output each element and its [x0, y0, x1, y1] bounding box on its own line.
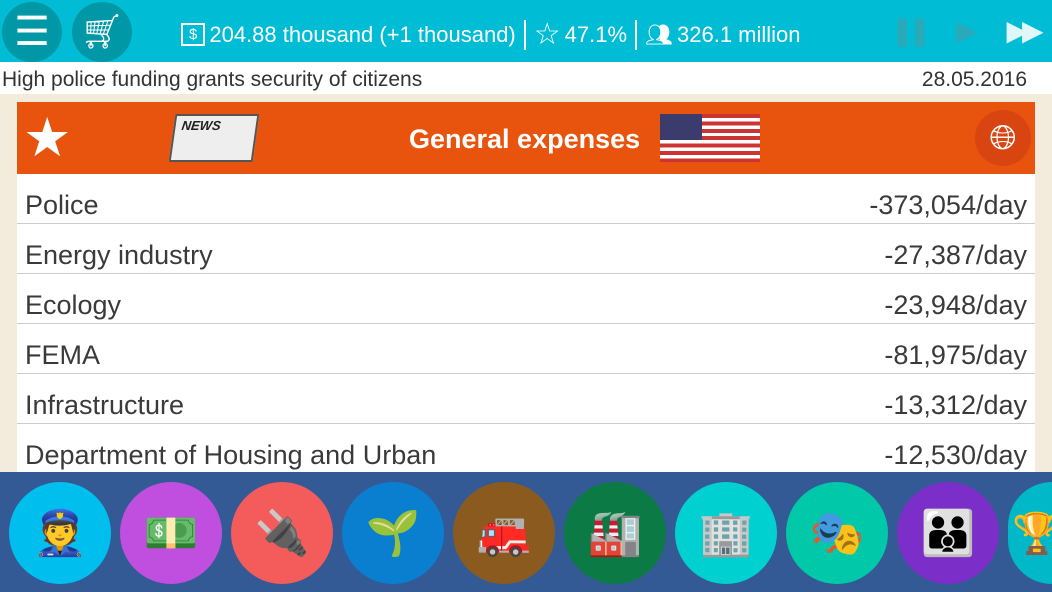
fast-forward-icon[interactable]: ▶▶	[1006, 15, 1043, 46]
expense-name: Department of Housing and Urban	[25, 440, 437, 470]
expenses-list: Police -373,054/day Energy industry -27,387…	[17, 174, 1035, 472]
expense-name: Police	[25, 190, 99, 220]
rating-value: 47.1%	[564, 21, 628, 47]
category-button[interactable]: 👪	[897, 482, 999, 584]
shop-button[interactable]: 🛒︎	[72, 2, 132, 62]
category-button[interactable]: 🔌	[231, 482, 333, 584]
expense-value: -12,530/day	[884, 440, 1027, 470]
expense-name: Ecology	[25, 290, 122, 320]
category-button[interactable]: 🏆	[1008, 482, 1052, 584]
finance-icon: 💵	[143, 509, 199, 558]
trophy-icon: 🏆	[1012, 511, 1052, 556]
news-icon[interactable]: NEWS	[168, 114, 260, 162]
police-icon: 👮	[32, 509, 88, 558]
expense-row[interactable]: Ecology -23,948/day	[17, 274, 1035, 324]
expenses-panel: ★ NEWS General expenses 🌐︎ Police -373,05…	[17, 102, 1035, 472]
cart-icon: 🛒︎	[80, 13, 124, 51]
expense-row[interactable]: Energy industry -27,387/day	[17, 224, 1035, 274]
money-value: 204.88 thousand (+1 thousand)	[209, 21, 516, 47]
pause-icon[interactable]: ❚❚	[890, 15, 932, 46]
category-button[interactable]: 💵	[120, 482, 222, 584]
rating-star-icon: ☆	[533, 18, 561, 51]
expense-value: -373,054/day	[869, 190, 1027, 220]
menu-button[interactable]: ☰	[2, 2, 62, 62]
expense-value: -23,948/day	[884, 290, 1027, 320]
divider	[523, 19, 526, 50]
expense-name: FEMA	[25, 340, 101, 370]
usa-flag-icon	[660, 114, 760, 162]
date: 28.05.2016	[921, 68, 1027, 91]
play-icon[interactable]: ▶	[956, 15, 978, 46]
news-ticker: High police funding grants security of c…	[2, 68, 423, 91]
favorite-star-icon[interactable]: ★	[23, 108, 72, 168]
panel-header: ★ NEWS General expenses 🌐︎	[17, 102, 1035, 174]
panel-title: General expenses	[409, 124, 641, 154]
expense-row[interactable]: Infrastructure -13,312/day	[17, 374, 1035, 424]
top-bar: ☰ 🛒︎ $ 204.88 thousand (+1 thousand) ☆ 4…	[0, 0, 1052, 62]
hamburger-icon: ☰	[14, 10, 50, 54]
expense-row[interactable]: FEMA -81,975/day	[17, 324, 1035, 374]
stats: $ 204.88 thousand (+1 thousand) ☆ 47.1% …	[181, 17, 801, 52]
category-button[interactable]: 🏭	[564, 482, 666, 584]
expense-value: -81,975/day	[884, 340, 1027, 370]
expense-name: Infrastructure	[25, 390, 185, 420]
category-button[interactable]: 🎭	[786, 482, 888, 584]
globe-icon[interactable]: 🌐︎	[975, 110, 1031, 166]
money-icon: $	[181, 23, 206, 46]
housing-icon: 🏢	[698, 509, 754, 558]
expense-value: -13,312/day	[884, 390, 1027, 420]
expense-row[interactable]: Police -373,054/day	[17, 174, 1035, 224]
population-icon: 👥︎	[645, 21, 673, 47]
expense-value: -27,387/day	[884, 240, 1027, 270]
category-button[interactable]: 👮	[9, 482, 111, 584]
population-value: 326.1 million	[677, 21, 801, 47]
category-button[interactable]: 🌱	[342, 482, 444, 584]
fire-station-icon: 🚒	[476, 509, 532, 558]
factory-icon: 🏭	[587, 509, 643, 558]
expense-row[interactable]: Department of Housing and Urban -12,530/d…	[17, 424, 1035, 472]
news-bar: High police funding grants security of c…	[0, 62, 1052, 94]
expense-name: Energy industry	[25, 240, 213, 270]
category-button[interactable]: 🚒	[453, 482, 555, 584]
people-icon: 👪	[920, 509, 976, 558]
culture-theater-icon: 🎭	[809, 509, 865, 558]
category-button[interactable]: 🏢	[675, 482, 777, 584]
divider	[635, 19, 638, 50]
ecology-plant-icon: 🌱	[365, 509, 421, 558]
energy-plug-icon: 🔌	[254, 509, 310, 558]
category-bar: 👮 💵 🔌 🌱 🚒 🏭 🏢 🎭 👪 🏆	[0, 472, 1052, 592]
